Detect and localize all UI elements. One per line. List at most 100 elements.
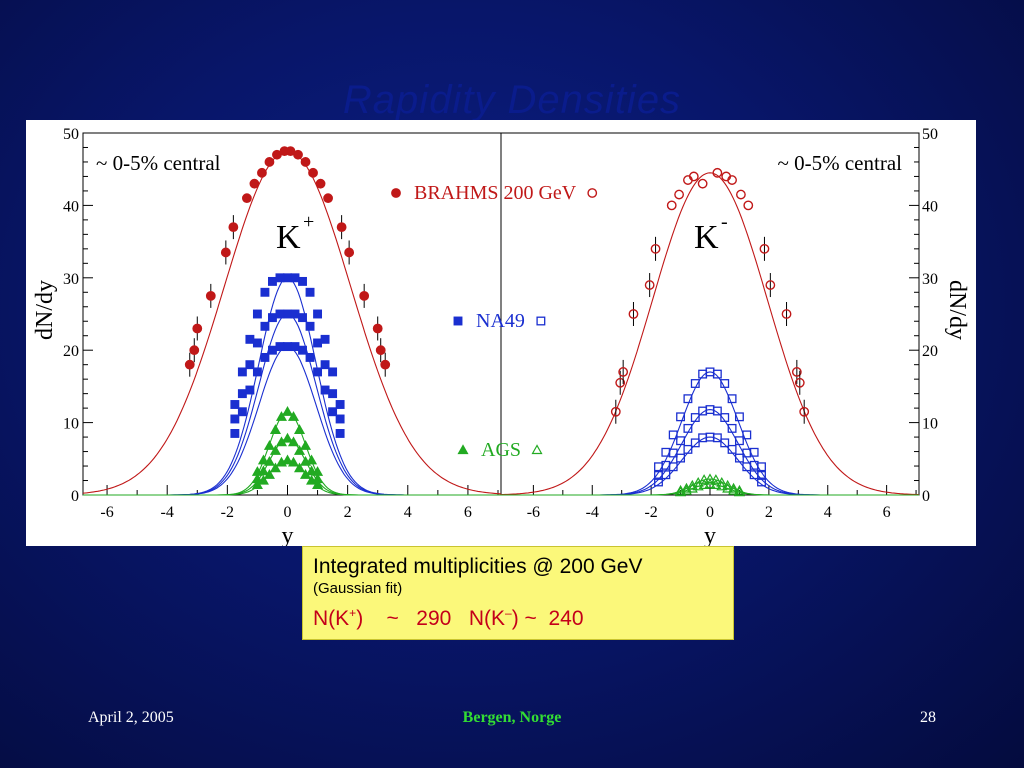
data-point — [290, 273, 300, 283]
data-point — [306, 465, 318, 476]
data-point — [734, 436, 744, 446]
data-point — [257, 454, 269, 465]
x-tick-label: 0 — [283, 504, 291, 521]
data-point — [192, 323, 203, 334]
data-point — [308, 167, 318, 178]
data-point — [257, 167, 267, 178]
data-point — [298, 313, 307, 323]
legend-label: BRAHMS 200 GeV — [414, 182, 577, 204]
panel-kminus: 0 10 20 30 40 50 -6 -4 -2 0 2 4 6 y dN/dy ~ 0-5% centra… — [500, 126, 970, 546]
data-point — [742, 448, 752, 458]
data-point — [300, 455, 312, 466]
data-point — [272, 149, 282, 160]
legend: BRAHMS 200 GeV NA49 AGS — [391, 182, 598, 461]
data-point — [610, 406, 621, 417]
particle-label: K — [694, 219, 719, 256]
data-point — [676, 412, 686, 422]
data-point — [690, 413, 700, 422]
data-point — [749, 470, 759, 480]
data-point — [260, 321, 270, 331]
fit-curve — [83, 411, 501, 496]
data-point — [287, 456, 300, 467]
y-tick-label: 10 — [63, 416, 79, 433]
fit-curve — [500, 172, 920, 496]
page-number: 28 — [920, 709, 936, 726]
data-point — [654, 462, 663, 472]
data-point — [698, 479, 710, 489]
series-ags-upper- — [83, 406, 501, 496]
particle-sup: + — [303, 211, 314, 233]
data-point — [335, 414, 345, 424]
y-tick-label: 40 — [63, 198, 79, 215]
data-point — [228, 222, 239, 233]
data-point — [704, 478, 716, 489]
data-point — [727, 175, 737, 185]
data-point — [704, 473, 716, 484]
y-tick-label: 50 — [922, 126, 938, 143]
data-point — [281, 406, 294, 416]
data-point — [306, 474, 318, 485]
x-tick-label: 2 — [765, 504, 773, 521]
series-brahms-200-gev — [500, 167, 920, 496]
data-point — [328, 367, 338, 377]
info-multiplicities: N(K+) ~ 290 N(K–) ~ 240 — [313, 599, 723, 633]
data-point — [720, 413, 730, 422]
data-point — [245, 360, 255, 370]
data-point — [269, 445, 281, 455]
data-point — [260, 352, 270, 362]
data-point — [781, 309, 792, 319]
data-point — [712, 433, 722, 443]
data-point — [674, 189, 684, 200]
data-point — [712, 369, 722, 379]
data-point — [733, 486, 745, 497]
data-point — [654, 477, 663, 487]
x-tick-label: -6 — [100, 504, 113, 521]
particle-label: K — [276, 219, 301, 256]
data-point — [237, 407, 247, 417]
data-point — [690, 438, 700, 448]
data-point — [293, 445, 306, 455]
data-point — [722, 479, 734, 490]
legend-item: BRAHMS 200 GeV — [391, 182, 598, 204]
y-axis-label: dN/dy — [32, 280, 58, 340]
data-point — [742, 430, 752, 440]
data-point — [644, 280, 655, 290]
data-point — [249, 178, 260, 189]
data-point — [727, 444, 737, 454]
legend-marker — [457, 444, 469, 455]
figure-panel: 0 10 20 30 40 50 -6 -4 -2 0 2 4 6 y dN/dy ~ 0-5% centra… — [26, 120, 976, 546]
legend-marker — [453, 316, 463, 326]
data-point — [305, 287, 315, 297]
data-point — [733, 484, 745, 495]
data-point — [676, 453, 686, 463]
data-point — [205, 290, 216, 301]
data-point — [683, 444, 693, 454]
legend-item: NA49 — [453, 310, 546, 332]
data-point — [268, 345, 277, 355]
data-point — [712, 406, 722, 416]
data-point — [184, 359, 195, 370]
data-point — [728, 482, 740, 493]
data-point — [306, 454, 318, 465]
data-point — [263, 469, 275, 479]
data-point — [252, 309, 262, 319]
data-point — [230, 400, 240, 409]
data-point — [320, 385, 330, 395]
data-point — [313, 338, 323, 348]
data-point — [237, 389, 247, 399]
data-point — [650, 243, 661, 254]
data-point — [791, 367, 802, 377]
data-point — [736, 189, 746, 200]
data-point — [668, 462, 678, 472]
data-point — [281, 454, 294, 465]
data-point — [269, 424, 281, 434]
data-point — [335, 429, 345, 438]
y-axis-label: dN/dy — [944, 280, 970, 340]
x-tick-label: 6 — [464, 504, 472, 521]
x-tick-label: -6 — [527, 504, 540, 521]
y-tick-label: 10 — [922, 416, 938, 433]
data-point — [683, 423, 693, 433]
x-tick-label: 0 — [706, 504, 714, 521]
x-axis-label: y — [704, 523, 716, 546]
info-box: Integrated multiplicities @ 200 GeV (Gau… — [302, 546, 734, 640]
